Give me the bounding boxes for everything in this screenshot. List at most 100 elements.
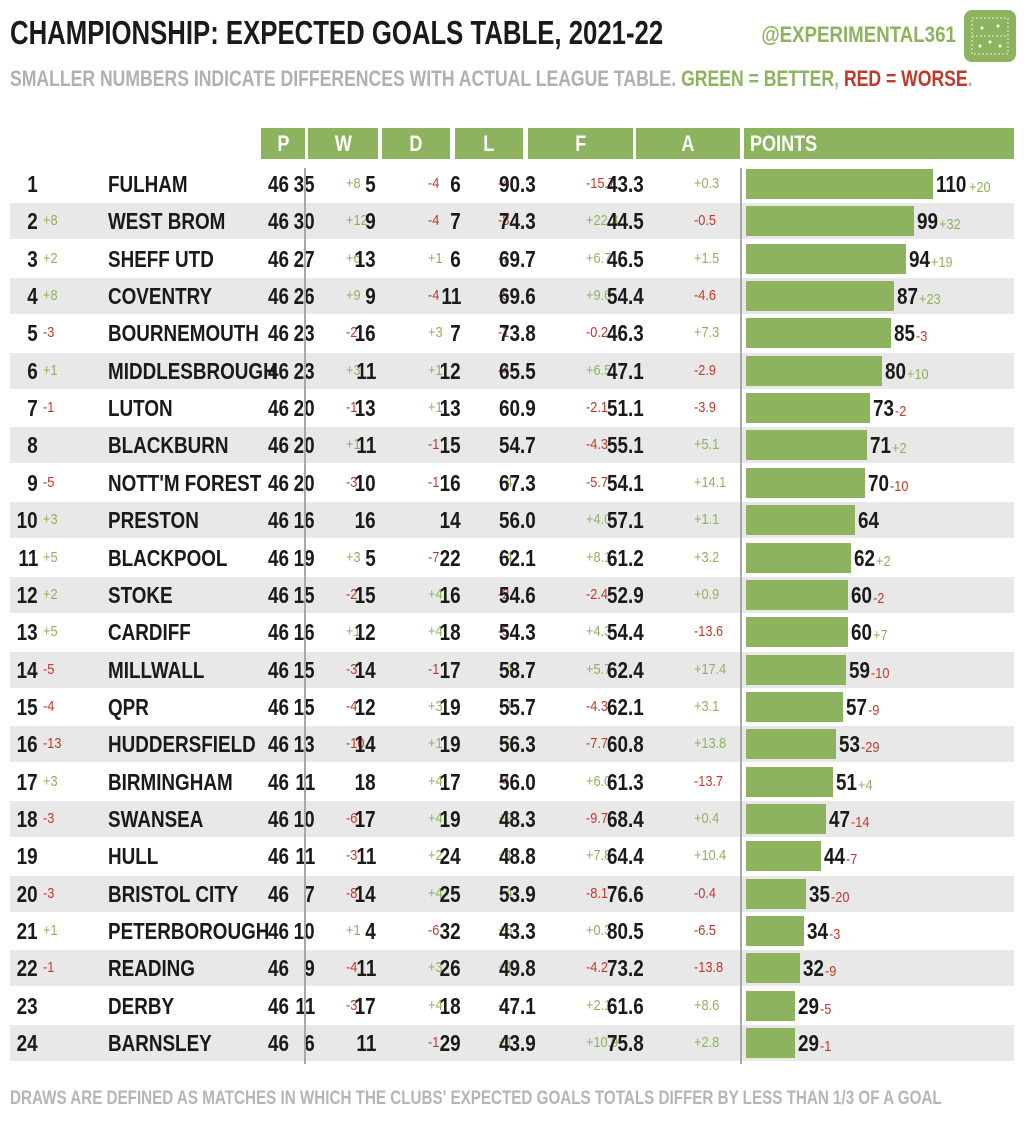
wins-diff: -4 <box>346 697 358 715</box>
goals-against-diff: +10.4 <box>694 847 727 865</box>
goals-for-cell: 43.3 <box>476 913 536 949</box>
goals-against-diff-cell: -13.6 <box>694 614 728 650</box>
losses-diff: -8 <box>498 212 510 230</box>
played-value: 46 <box>268 469 289 496</box>
played-value: 46 <box>268 507 289 534</box>
goals-against-diff-cell: +0.3 <box>694 166 724 202</box>
header-a: A <box>636 128 740 159</box>
wins-diff: -3 <box>346 847 358 865</box>
points-value: 85 <box>894 320 915 347</box>
wins-cell: 9 <box>255 950 315 986</box>
goals-against-value: 62.4 <box>607 656 644 683</box>
draws-value: 11 <box>356 432 376 459</box>
wins-cell: 23 <box>255 353 315 389</box>
draws-cell: 13 <box>316 241 376 277</box>
header-p: P <box>261 128 305 159</box>
draws-diff: +2 <box>428 847 443 865</box>
losses-value: 32 <box>440 918 461 944</box>
team-cell: BLACKBURN <box>108 427 255 463</box>
wins-diff-cell: -2 <box>346 315 359 351</box>
goals-against-value: 64.4 <box>607 843 644 870</box>
wins-cell: 6 <box>255 1025 315 1061</box>
goals-for-diff: +8.1 <box>586 548 612 566</box>
goals-for-cell: 73.8 <box>476 315 536 351</box>
draws-diff: -4 <box>428 287 440 305</box>
points-diff: +32 <box>938 216 961 234</box>
goals-for-cell: 65.5 <box>476 353 536 389</box>
losses-value: 17 <box>440 768 461 795</box>
goals-for-diff: +7.8 <box>586 847 612 865</box>
team-cell: WEST BROM <box>108 203 251 239</box>
rank-value: 20 <box>17 880 38 907</box>
points-bar <box>746 1028 795 1059</box>
rank-diff: +2 <box>43 585 58 603</box>
wins-cell: 13 <box>255 726 315 762</box>
rank-value: 13 <box>17 619 38 646</box>
divider-left <box>304 168 306 1064</box>
rank-diff-cell: +5 <box>43 540 60 576</box>
points-bar <box>746 953 800 984</box>
goals-for-diff: -8.1 <box>586 884 608 902</box>
points-bar <box>746 505 855 536</box>
losses-cell: 19 <box>401 726 461 762</box>
goals-against-diff: -0.4 <box>694 884 716 902</box>
losses-diff-cell: +1 <box>498 950 515 986</box>
points-cell: 51+4 <box>836 764 875 800</box>
losses-cell: 11 <box>401 278 461 314</box>
rank-cell: 15 <box>10 689 38 725</box>
goals-for-diff-cell: -4.3 <box>586 689 612 725</box>
goals-against-cell: 52.9 <box>584 577 644 613</box>
rank-value: 11 <box>18 544 38 571</box>
table-row: 15-4QPR4615-412+319+155.7-4.362.1+3.157-… <box>10 689 1014 725</box>
team-name: STOKE <box>108 581 173 608</box>
draws-value: 15 <box>355 581 376 608</box>
points-value: 51 <box>836 768 857 795</box>
goals-for-cell: 67.3 <box>476 465 536 501</box>
losses-diff: +1 <box>498 847 513 865</box>
draws-diff: +4 <box>428 810 443 827</box>
played-cell: 46 <box>268 726 294 762</box>
wins-diff-cell: -3 <box>346 465 359 501</box>
team-cell: SWANSEA <box>108 801 224 837</box>
subtitle-better: GREEN = BETTER <box>681 66 835 91</box>
wins-diff: -8 <box>346 884 358 902</box>
played-value: 46 <box>268 283 289 310</box>
losses-diff-cell: -1 <box>498 988 511 1024</box>
draws-diff: +4 <box>428 585 443 603</box>
draws-diff: -6 <box>428 922 440 939</box>
wins-diff-cell: -6 <box>346 801 359 837</box>
rank-value: 12 <box>17 581 38 608</box>
played-cell: 46 <box>268 315 294 351</box>
points-value: 62 <box>854 544 875 571</box>
rank-cell: 9 <box>10 465 38 501</box>
wins-cell: 15 <box>255 689 315 725</box>
rank-value: 15 <box>17 693 38 720</box>
goals-against-diff: -13.6 <box>694 623 724 641</box>
losses-diff-cell: +4 <box>498 465 515 501</box>
team-cell: NOTT'M FOREST <box>108 465 295 501</box>
goals-for-diff-cell: +2.1 <box>586 988 616 1024</box>
goals-for-diff: -0.2 <box>586 324 608 342</box>
team-name: BLACKPOOL <box>108 544 228 571</box>
losses-diff: -4 <box>498 361 510 379</box>
draws-value: 14 <box>355 731 376 758</box>
wins-value: 7 <box>304 880 315 907</box>
draws-diff-cell: +4 <box>428 764 445 800</box>
goals-against-diff: -2.9 <box>694 361 716 379</box>
rank-value: 16 <box>17 731 38 758</box>
goals-against-diff: +2.8 <box>694 1034 720 1052</box>
header-points: POINTS <box>744 128 1014 159</box>
header-f-label: F <box>574 131 587 156</box>
goals-against-cell: 43.3 <box>584 166 644 202</box>
losses-cell: 32 <box>401 913 461 949</box>
header-d: D <box>382 128 450 159</box>
goals-against-diff: +13.8 <box>694 735 727 753</box>
team-cell: STOKE <box>108 577 187 613</box>
losses-diff: +9 <box>498 735 513 753</box>
rank-cell: 6 <box>10 353 38 389</box>
points-value: 57 <box>846 693 867 720</box>
points-cell: 99+32 <box>917 203 964 239</box>
points-bar <box>746 243 906 274</box>
played-cell: 46 <box>268 913 294 949</box>
goals-against-value: 61.3 <box>607 768 644 795</box>
